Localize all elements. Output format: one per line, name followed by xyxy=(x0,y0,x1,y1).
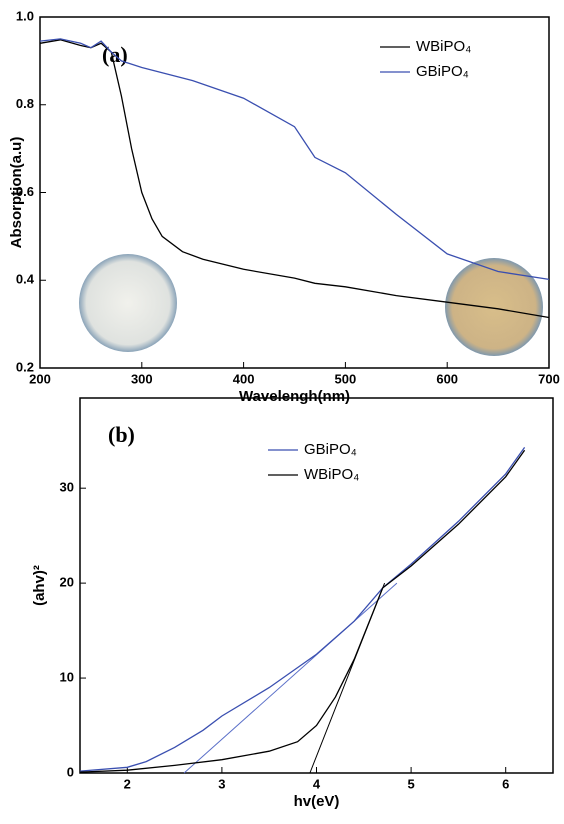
x-tick-label: 4 xyxy=(313,776,321,791)
fit-line xyxy=(183,582,398,774)
y-axis-label: (ahv)² xyxy=(31,565,48,606)
y-tick-label: 0 xyxy=(67,764,74,779)
panel-label: (b) xyxy=(108,422,135,447)
x-tick-label: 600 xyxy=(436,371,458,386)
x-tick-label: 200 xyxy=(29,371,51,386)
x-tick-label: 2 xyxy=(124,776,131,791)
legend-label: WBiPO₄ xyxy=(416,38,471,55)
y-tick-label: 30 xyxy=(60,480,74,495)
data-line xyxy=(39,38,550,281)
x-tick-label: 3 xyxy=(218,776,225,791)
y-tick-label: 0.2 xyxy=(16,359,34,374)
y-axis-label: Absorption(a.u) xyxy=(8,137,25,249)
y-tick-label: 1.0 xyxy=(16,8,34,23)
y-tick-label: 0.6 xyxy=(16,184,34,199)
x-tick-label: 500 xyxy=(335,371,357,386)
x-tick-label: 700 xyxy=(538,371,560,386)
x-tick-label: 5 xyxy=(407,776,414,791)
y-tick-label: 0.8 xyxy=(16,96,34,111)
data-line xyxy=(79,449,526,773)
x-tick-label: 6 xyxy=(502,776,509,791)
x-tick-label: 400 xyxy=(233,371,255,386)
sample-photo xyxy=(445,258,543,356)
x-tick-label: 300 xyxy=(131,371,153,386)
y-tick-label: 20 xyxy=(60,575,74,590)
x-axis-label: Wavelengh(nm) xyxy=(239,388,350,405)
legend-label: WBiPO₄ xyxy=(304,466,359,483)
legend-label: GBiPO₄ xyxy=(416,63,469,80)
data-line xyxy=(79,447,526,772)
sample-photo xyxy=(79,254,177,352)
y-tick-label: 10 xyxy=(60,670,74,685)
legend-label: GBiPO₄ xyxy=(304,441,357,458)
x-axis-label: hv(eV) xyxy=(294,793,340,810)
y-tick-label: 0.4 xyxy=(16,272,35,287)
